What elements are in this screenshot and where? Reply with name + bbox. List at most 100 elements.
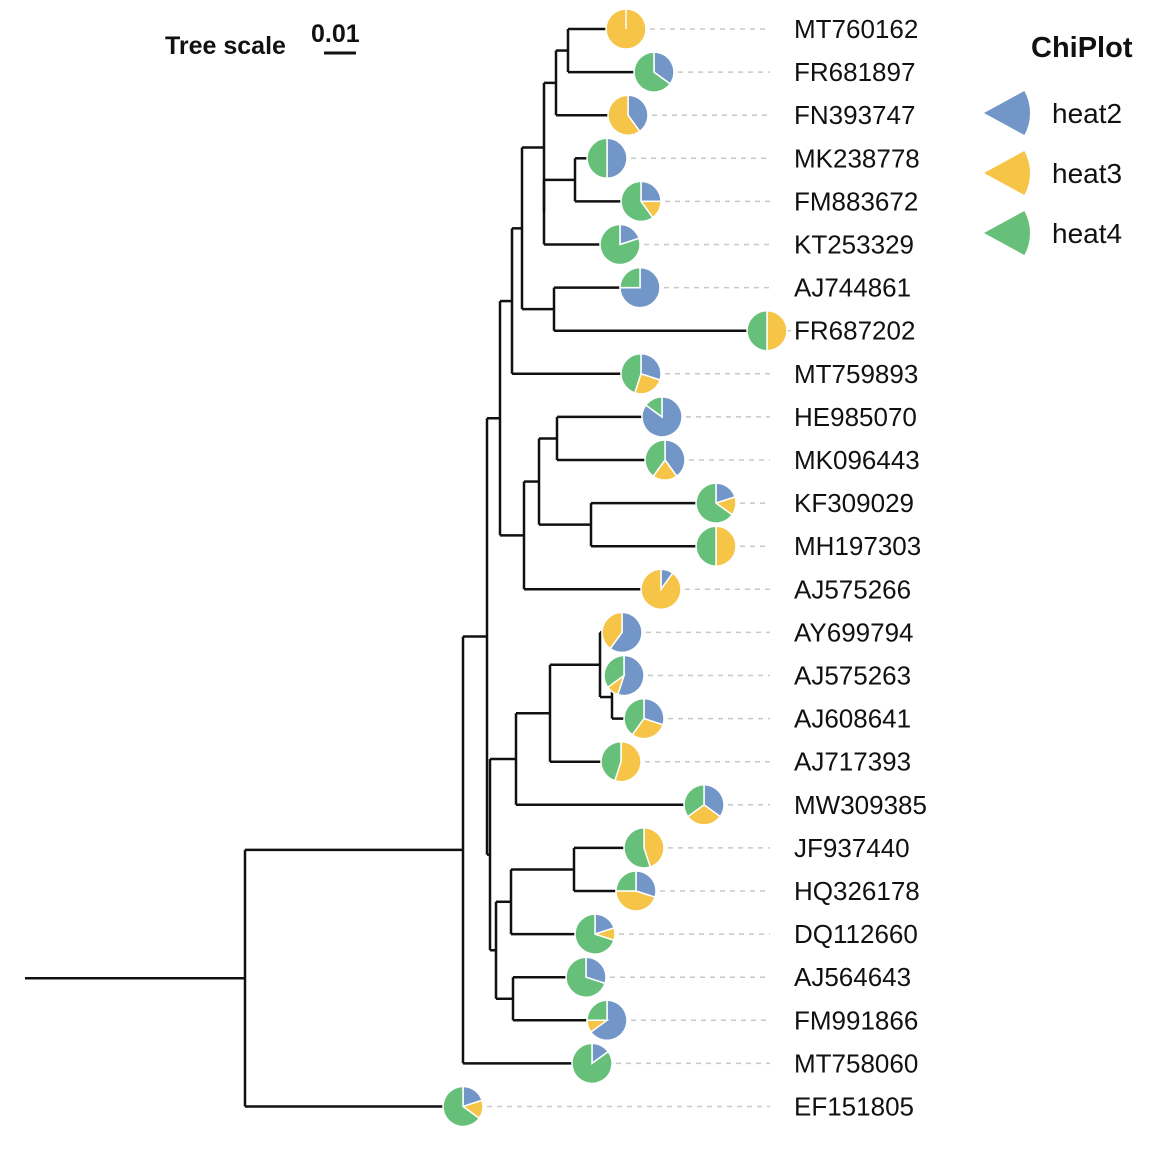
tree-scale-title: Tree scale <box>165 32 286 60</box>
leaf-label: FN393747 <box>794 100 915 130</box>
leaf-label: HE985070 <box>794 402 917 432</box>
legend-swatch <box>984 90 1030 136</box>
tree-scale: Tree scale 0.01 <box>165 20 360 60</box>
pie-slice-heat2 <box>640 353 662 381</box>
leaf-pie <box>633 51 675 93</box>
leaf-labels: MT760162 FR681897 FN393747 MK238778 FM883672… <box>794 14 927 1122</box>
leaf-pie <box>605 8 647 50</box>
pie-slice-heat2 <box>664 439 686 478</box>
pie-slice-heat4 <box>586 999 608 1022</box>
pie-slice-heat2 <box>606 137 628 180</box>
pie-slice-heat4 <box>620 180 654 223</box>
legend-title: ChiPlot <box>1031 32 1133 64</box>
leaf-pie <box>695 482 737 524</box>
leaf-label: MT759893 <box>794 359 918 389</box>
leaf-pie-charts <box>442 8 788 1128</box>
leaf-pie <box>565 956 607 998</box>
leaf-label: HQ326178 <box>794 876 920 906</box>
pie-slice-heat4 <box>600 740 622 782</box>
pie-slice-heat4 <box>574 913 615 955</box>
pie-slice-heat3 <box>615 890 656 912</box>
leaf-label: AJ744861 <box>794 273 911 303</box>
leaf-label: MK096443 <box>794 445 920 475</box>
pie-slice-heat4 <box>695 525 717 567</box>
leaf-pie <box>620 353 662 395</box>
tree-branches <box>25 27 747 1108</box>
leaf-pie <box>620 180 662 223</box>
pie-slice-heat4 <box>746 309 768 352</box>
pie-slice-heat4 <box>633 51 672 93</box>
pie-slice-heat2 <box>619 266 661 309</box>
tree-scale-value: 0.01 <box>311 20 360 48</box>
leaf-label: MH197303 <box>794 531 921 561</box>
leaf-pie <box>586 137 628 180</box>
leaf-pie <box>600 740 642 783</box>
leaf-label: AY699794 <box>794 617 914 647</box>
legend: ChiPlot heat2 heat3 heat4 <box>984 32 1133 256</box>
pie-slice-heat2 <box>627 94 649 133</box>
leaf-pie <box>623 827 665 869</box>
pie-slice-heat4 <box>565 956 606 998</box>
leaf-label: DQ112660 <box>794 919 918 949</box>
pie-slice-heat3 <box>715 525 737 567</box>
leaf-label: KF309029 <box>794 488 914 518</box>
legend-label: heat3 <box>1052 158 1122 189</box>
legend-item-heat4: heat4 <box>984 210 1122 256</box>
legend-swatch <box>984 210 1031 256</box>
pie-slice-heat3 <box>640 568 682 611</box>
leaf-pie <box>615 870 657 912</box>
pie-slice-heat4 <box>619 266 641 289</box>
pie-slice-heat4 <box>586 137 608 180</box>
leaf-pie <box>695 525 737 567</box>
leaf-pie <box>683 784 725 826</box>
legend-swatch <box>984 150 1031 196</box>
leaf-pie <box>599 223 641 266</box>
pie-slice-heat4 <box>695 482 734 524</box>
leaf-label: AJ575266 <box>794 574 911 604</box>
leaf-pie <box>574 913 616 955</box>
pie-slice-heat3 <box>607 94 641 136</box>
leaf-label: MK238778 <box>794 143 920 173</box>
pie-slice-heat2 <box>703 784 725 818</box>
leaf-label: JF937440 <box>794 833 910 863</box>
leaf-pie <box>619 266 661 309</box>
leaf-label: AJ564643 <box>794 962 911 992</box>
pie-slice-heat2 <box>635 870 657 899</box>
legend-item-heat2: heat2 <box>984 90 1122 136</box>
pie-slice-heat4 <box>644 396 663 419</box>
leaf-label: AJ717393 <box>794 747 911 777</box>
leaf-pie <box>586 999 628 1042</box>
leaf-pie <box>644 439 686 481</box>
pie-slice-heat4 <box>603 654 625 689</box>
pie-slice-heat2 <box>640 180 662 203</box>
leaf-label: AJ608641 <box>794 704 911 734</box>
leaf-label: EF151805 <box>794 1092 914 1122</box>
leaf-label: FR681897 <box>794 57 915 87</box>
leaf-label: FR687202 <box>794 316 915 346</box>
pie-slice-heat2 <box>609 611 643 654</box>
leaf-pie <box>571 1042 613 1085</box>
pie-slice-heat4 <box>620 353 642 394</box>
leaf-label: MT760162 <box>794 14 918 44</box>
pie-slice-heat4 <box>683 784 705 818</box>
pie-slice-heat3 <box>643 827 665 868</box>
leaf-label: MT758060 <box>794 1048 918 1078</box>
pie-slice-heat2 <box>643 697 665 726</box>
leaf-pie <box>442 1085 484 1128</box>
leaf-label: MW309385 <box>794 790 927 820</box>
pie-slice-heat3 <box>631 717 664 740</box>
leaf-guide-lines <box>487 28 791 1108</box>
leaf-pie <box>603 654 645 697</box>
pie-slice-heat4 <box>623 827 652 869</box>
pie-slice-heat4 <box>571 1042 613 1085</box>
leaf-pie <box>623 697 665 740</box>
pie-slice-heat2 <box>589 999 628 1042</box>
pie-slice-heat2 <box>653 51 675 85</box>
leaf-pie <box>640 568 682 611</box>
pie-slice-heat3 <box>686 803 722 826</box>
leaf-label: FM991866 <box>794 1005 918 1035</box>
pie-slice-heat3 <box>766 309 788 352</box>
legend-label: heat4 <box>1052 218 1122 249</box>
leaf-pie <box>641 396 683 438</box>
